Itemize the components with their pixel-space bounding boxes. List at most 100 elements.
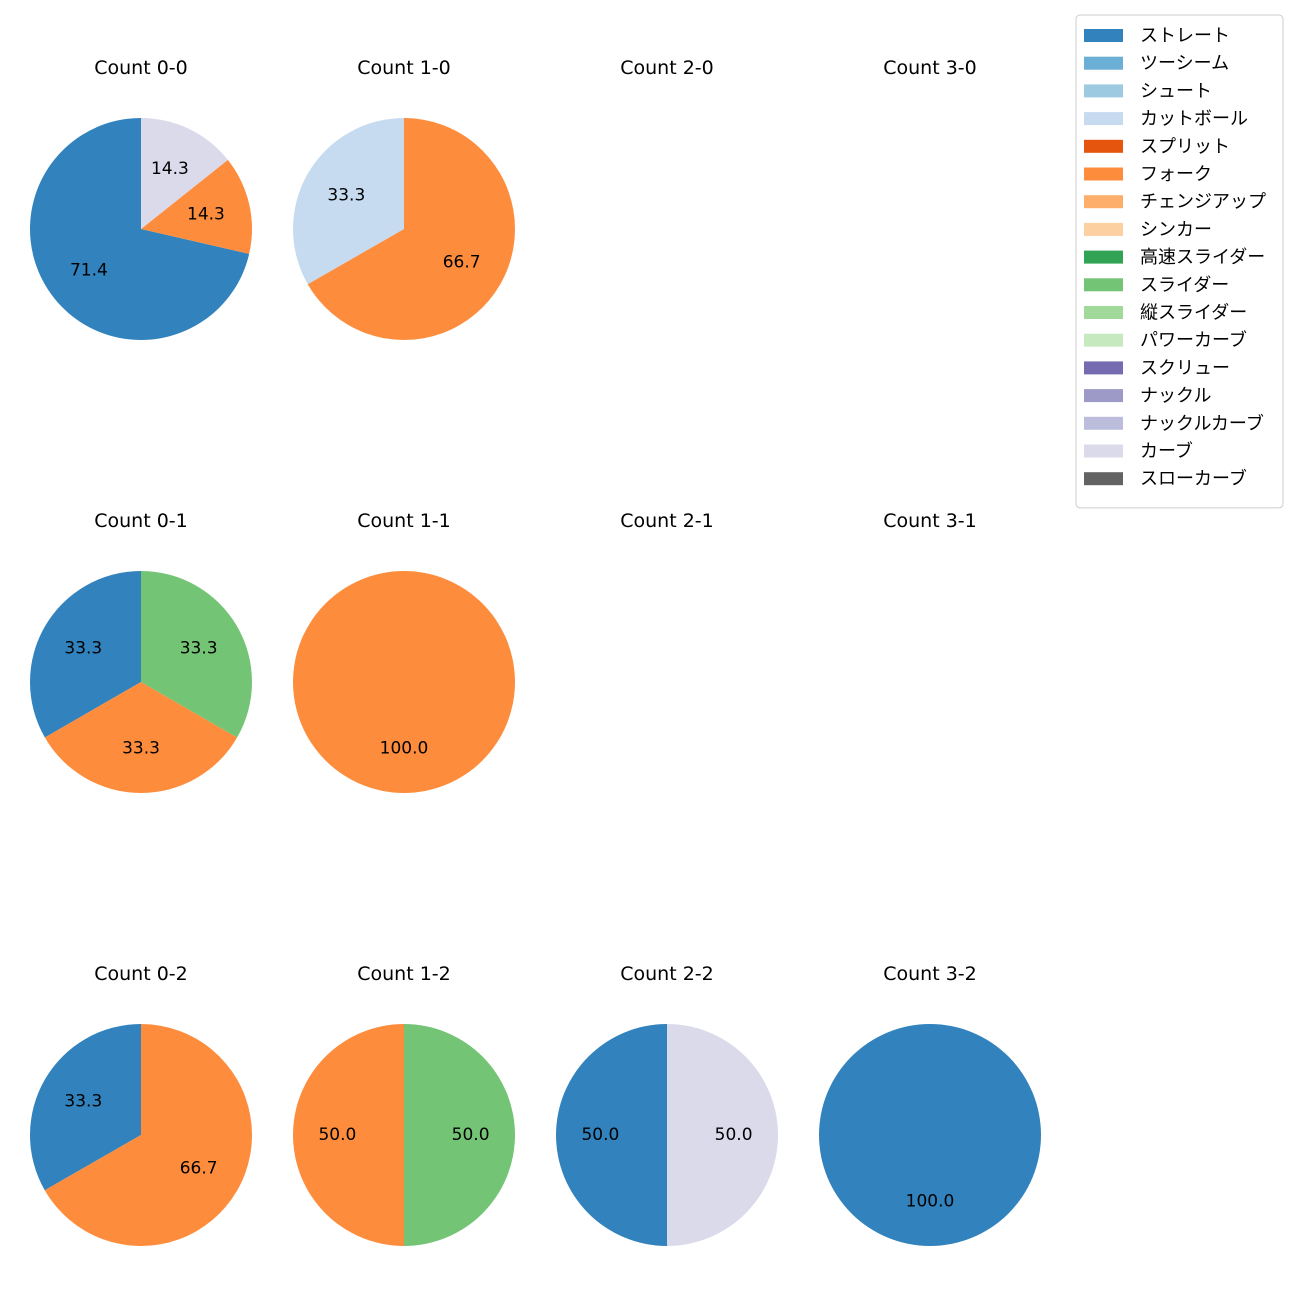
- legend-item: スローカーブ: [1084, 468, 1247, 490]
- pie-slice-label: 50.0: [318, 1125, 356, 1145]
- legend-item: フォーク: [1084, 164, 1212, 185]
- pie-slice-series-0: [30, 1024, 141, 1191]
- legend-frame: [1075, 14, 1284, 509]
- legend: ストレートツーシームシュートカットボールスプリットフォークチェンジアップシンカー…: [1075, 14, 1284, 509]
- legend-item: ナックルカーブ: [1084, 412, 1264, 434]
- legend-swatch: [1084, 389, 1123, 403]
- pie-slice-label: 33.3: [122, 739, 160, 759]
- subplot-title: Count 3-2: [883, 963, 977, 985]
- legend-swatch: [1084, 306, 1123, 319]
- legend-swatch: [1084, 416, 1123, 430]
- pie-subplot-8: Count 3-1: [883, 510, 977, 532]
- legend-swatch: [1084, 56, 1123, 70]
- legend-label: スローカーブ: [1140, 468, 1247, 490]
- legend-swatch: [1084, 333, 1123, 347]
- pie-slice-series-5: [293, 571, 515, 793]
- legend-label: チェンジアップ: [1140, 192, 1266, 213]
- pie-slice-series-15: [667, 1024, 778, 1246]
- legend-swatch: [1084, 84, 1123, 98]
- legend-label: スクリュー: [1140, 358, 1230, 379]
- pie-slice-label: 14.3: [151, 159, 189, 179]
- legend-swatch: [1084, 112, 1123, 126]
- legend-label: スライダー: [1140, 275, 1229, 296]
- legend-item: シュート: [1084, 81, 1212, 102]
- pie-subplot-12: Count 3-2 100.0: [819, 963, 1041, 1246]
- pie-slice-series-9: [141, 571, 253, 738]
- legend-swatch: [1084, 444, 1123, 458]
- pie-slice-series-15: [141, 118, 228, 229]
- pie-subplot-4: Count 3-0: [883, 57, 977, 79]
- legend-swatch: [1084, 361, 1123, 375]
- legend-label: シンカー: [1140, 219, 1212, 240]
- pie-slice-label: 50.0: [581, 1125, 619, 1145]
- legend-item: カットボール: [1084, 109, 1248, 130]
- legend-swatch: [1084, 195, 1123, 209]
- legend-label: 縦スライダー: [1140, 303, 1247, 324]
- pie-slice-label: 14.3: [187, 204, 225, 224]
- legend-item: 高速スライダー: [1084, 247, 1265, 268]
- legend-item: 縦スライダー: [1084, 303, 1247, 324]
- pie-subplot-5: Count 0-1 33.3 33.3 33.3: [29, 510, 253, 793]
- pie-subplot-6: Count 1-1 100.0: [293, 510, 515, 793]
- legend-label: ストレート: [1140, 26, 1230, 47]
- subplot-title: Count 0-2: [94, 963, 188, 985]
- pie-slice-label: 100.0: [380, 739, 429, 759]
- legend-label: スプリット: [1140, 136, 1230, 157]
- legend-label: ナックルカーブ: [1140, 412, 1264, 434]
- legend-label: カーブ: [1140, 440, 1193, 462]
- pie-slice-label: 66.7: [180, 1158, 218, 1178]
- pie-subplot-3: Count 2-0: [620, 57, 714, 79]
- subplot-title: Count 1-2: [357, 963, 451, 985]
- pie-subplot-1: Count 0-0 71.4 14.3 14.3: [30, 57, 253, 341]
- pie-subplot-7: Count 2-1: [620, 510, 714, 532]
- legend-swatch: [1084, 167, 1123, 181]
- pie-subplot-2: Count 1-0 33.3 66.7: [293, 57, 515, 340]
- subplot-title: Count 0-1: [94, 510, 188, 532]
- pie-slice-label: 71.4: [70, 260, 108, 280]
- pie-slice-label: 66.7: [443, 252, 481, 272]
- pie-slice-series-9: [404, 1024, 515, 1246]
- pie-slice-series-5: [141, 159, 253, 254]
- legend-label: ナックル: [1140, 386, 1211, 407]
- pie-slice-series-5: [44, 1024, 252, 1246]
- pie-subplot-11: Count 2-2 50.0 50.0: [556, 963, 778, 1246]
- legend-label: ツーシーム: [1140, 53, 1229, 74]
- pie-slice-series-0: [556, 1024, 667, 1246]
- subplot-title: Count 1-0: [357, 57, 451, 79]
- legend-swatch: [1084, 472, 1123, 486]
- pie-subplot-9: Count 0-2 33.3 66.7: [30, 963, 252, 1246]
- subplot-title: Count 2-2: [620, 963, 714, 985]
- legend-item: スプリット: [1084, 136, 1230, 157]
- pie-slice-label: 33.3: [64, 639, 102, 659]
- pie-slice-label: 33.3: [64, 1092, 102, 1112]
- legend-label: シュート: [1140, 81, 1212, 102]
- pie-slice-label: 33.3: [327, 186, 365, 206]
- pie-slice-series-0: [30, 118, 250, 341]
- pie-slice-label: 50.0: [715, 1125, 753, 1145]
- legend-label: フォーク: [1140, 164, 1212, 185]
- legend-item: ナックル: [1084, 386, 1211, 407]
- legend-item: シンカー: [1084, 219, 1212, 240]
- pie-slice-series-0: [29, 571, 141, 738]
- subplot-title: Count 0-0: [94, 57, 188, 79]
- legend-label: カットボール: [1140, 109, 1248, 130]
- legend-item: ツーシーム: [1084, 53, 1229, 74]
- legend-label: 高速スライダー: [1140, 247, 1265, 268]
- pie-slice-series-5: [293, 1024, 404, 1246]
- legend-label: パワーカーブ: [1140, 329, 1247, 351]
- legend-item: パワーカーブ: [1084, 329, 1247, 351]
- pie-slice-series-3: [293, 118, 404, 285]
- pie-slice-label: 50.0: [452, 1125, 490, 1145]
- legend-swatch: [1084, 250, 1123, 264]
- legend-item: ストレート: [1084, 26, 1230, 47]
- pie-slice-label: 100.0: [906, 1192, 955, 1212]
- legend-swatch: [1084, 278, 1123, 292]
- pie-subplot-10: Count 1-2 50.0 50.0: [293, 963, 515, 1246]
- legend-item: チェンジアップ: [1084, 192, 1266, 213]
- legend-item: カーブ: [1084, 440, 1193, 462]
- subplot-title: Count 2-0: [620, 57, 714, 79]
- subplot-title: Count 3-0: [883, 57, 977, 79]
- pie-slice-label: 33.3: [180, 639, 218, 659]
